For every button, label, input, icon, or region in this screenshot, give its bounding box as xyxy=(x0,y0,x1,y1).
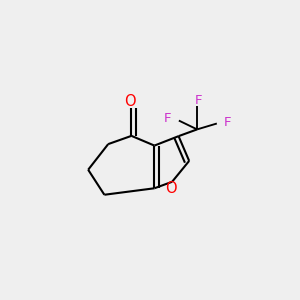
Text: F: F xyxy=(163,112,171,125)
Text: O: O xyxy=(124,94,136,109)
Text: F: F xyxy=(195,94,202,107)
Text: F: F xyxy=(224,116,231,129)
Text: O: O xyxy=(165,181,176,196)
